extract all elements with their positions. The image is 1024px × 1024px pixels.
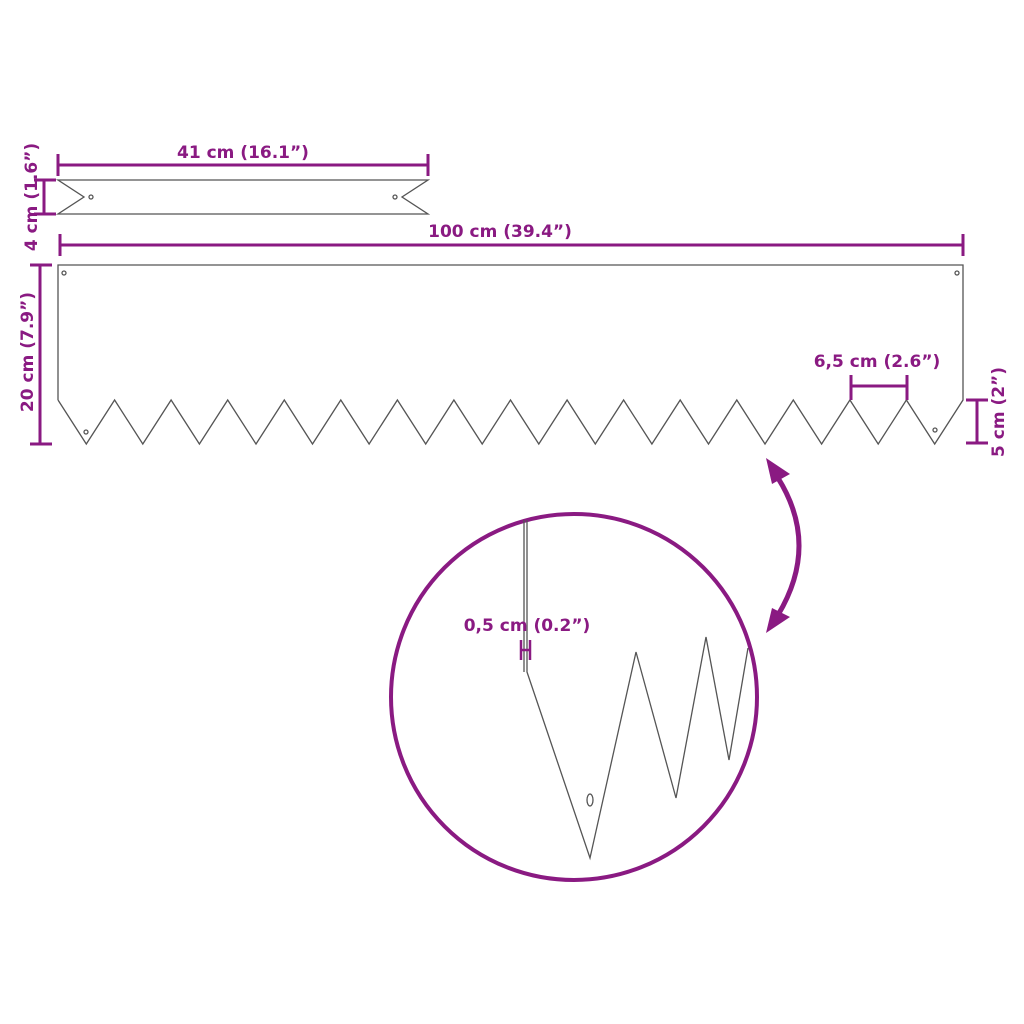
panel-length-dimension	[58, 234, 965, 256]
stake-length-label: 41 cm (16.1”)	[177, 143, 309, 163]
panel-height-label: 20 cm (7.9”)	[18, 292, 38, 412]
stake-width-label: 4 cm (1.6”)	[22, 143, 42, 251]
zoom-arrow	[766, 458, 802, 633]
tooth-pitch-label: 6,5 cm (2.6”)	[814, 352, 941, 372]
panel-length-label: 100 cm (39.4”)	[428, 222, 572, 242]
thickness-label: 0,5 cm (0.2”)	[464, 616, 591, 636]
detail-magnifier: 0,5 cm (0.2”)	[389, 512, 759, 882]
tooth-depth-dimension	[966, 398, 988, 445]
panel-outline	[57, 264, 964, 446]
thickness-dimension	[519, 640, 532, 660]
tooth-pitch-dimension	[849, 375, 909, 400]
tooth-depth-label: 5 cm (2”)	[989, 367, 1009, 457]
stake-outline	[55, 179, 431, 215]
stake-width-dimension	[34, 178, 56, 216]
stake-length-dimension	[56, 154, 430, 176]
panel-height-dimension	[30, 263, 52, 446]
